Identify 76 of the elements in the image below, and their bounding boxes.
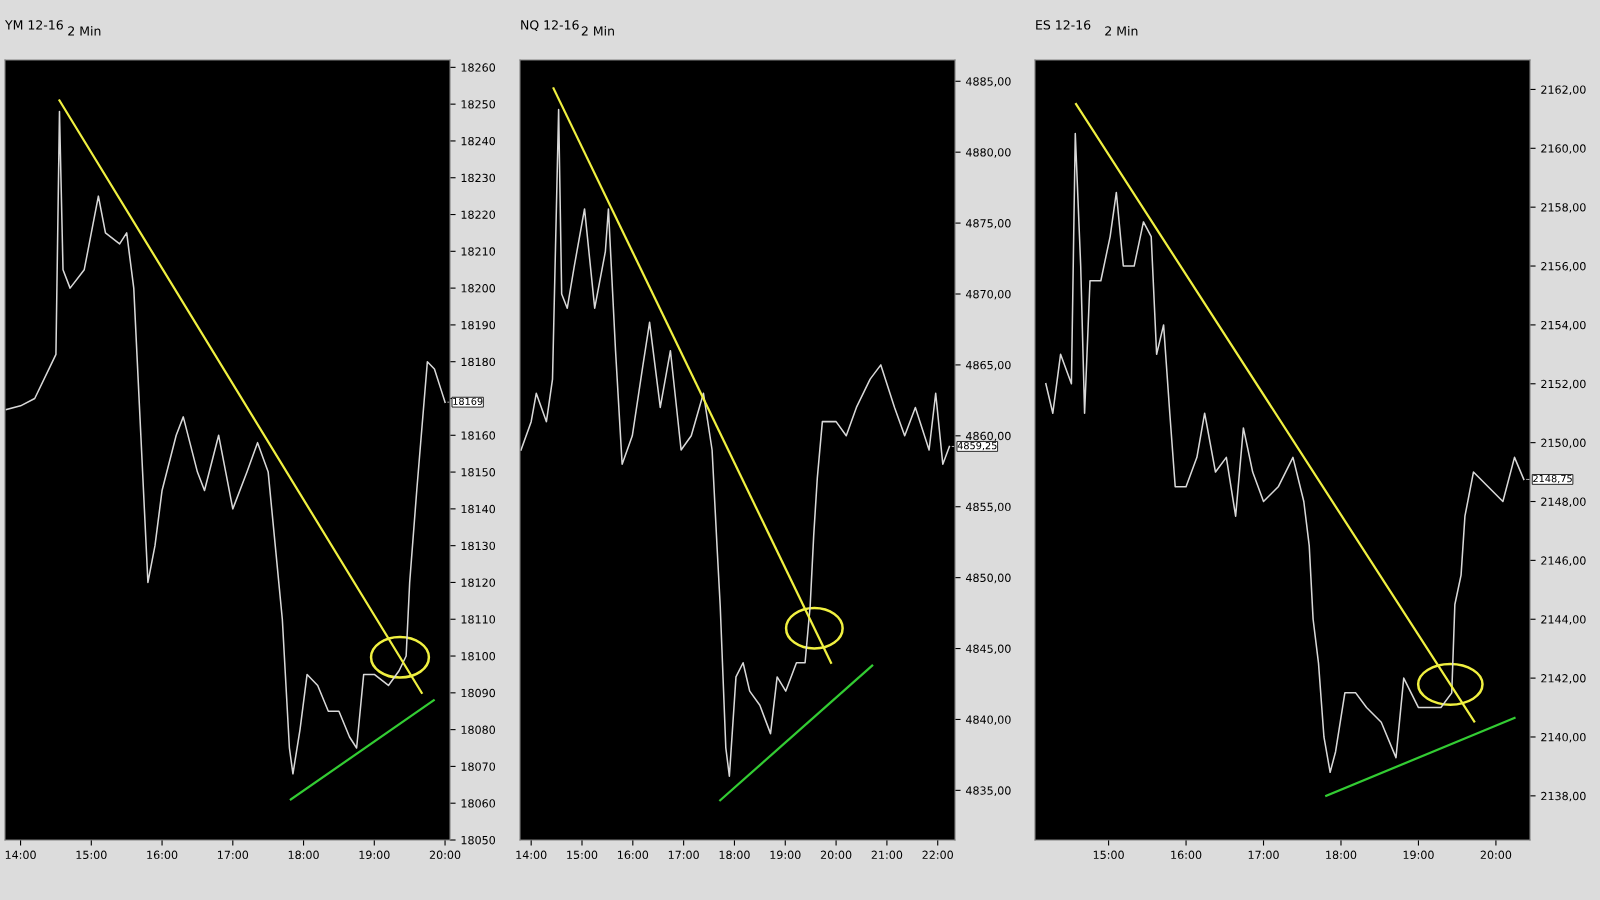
y-tick-label: 18260 — [461, 63, 496, 72]
x-tick-label: 14:00 — [516, 850, 547, 860]
y-tick-label: 18180 — [461, 357, 496, 367]
y-tick-label: 18150 — [461, 468, 496, 477]
chart-subtitle: 2 Min — [68, 26, 101, 36]
y-tick-label: 4850,00 — [965, 573, 1011, 584]
y-tick-label: 2150,00 — [1541, 438, 1586, 449]
x-tick-label: 18:00 — [719, 850, 750, 860]
y-tick-label: 2142,00 — [1541, 674, 1586, 684]
y-tick-label: 4840,00 — [965, 715, 1011, 725]
y-tick-label: 18160 — [461, 431, 496, 440]
y-tick-label: 4870,00 — [965, 289, 1011, 300]
annotation: 18169 — [453, 397, 483, 405]
x-tick-label: 20:00 — [820, 850, 852, 860]
y-tick-label: 18140 — [461, 504, 496, 514]
y-tick-label: 4880,00 — [965, 148, 1011, 158]
x-tick-label: 16:00 — [1171, 850, 1202, 860]
y-tick-label: 2162,00 — [1541, 85, 1586, 95]
y-tick-label: 18240 — [461, 136, 496, 146]
y-tick-label: 2138,00 — [1541, 791, 1586, 802]
chart-title: NQ 12-16 — [521, 20, 579, 32]
chart-title: ES 12-16 — [1036, 20, 1091, 30]
y-tick-label: 18250 — [461, 100, 496, 109]
x-tick-label: 14:00 — [5, 850, 36, 860]
y-tick-label: 2154,00 — [1541, 320, 1586, 331]
x-tick-label: 19:00 — [1403, 850, 1434, 860]
x-tick-label: 15:00 — [1093, 850, 1124, 860]
x-tick-label: 16:00 — [147, 850, 178, 860]
y-tick-label: 18220 — [461, 210, 496, 219]
x-tick-label: 17:00 — [668, 850, 699, 860]
y-tick-label: 18050 — [461, 835, 496, 845]
annotation: 2148,75 — [1533, 474, 1572, 484]
x-tick-label: 19:00 — [359, 850, 390, 860]
x-tick-label: 17:00 — [1248, 850, 1279, 860]
y-tick-label: 18110 — [461, 615, 496, 624]
x-tick-label: 18:00 — [288, 850, 319, 860]
y-tick-label: 18080 — [461, 725, 496, 734]
y-tick-label: 18100 — [461, 652, 496, 661]
chart-subtitle: 2 Min — [581, 26, 614, 36]
y-tick-label: 4855,00 — [965, 502, 1011, 513]
y-tick-label: 2152,00 — [1541, 379, 1586, 390]
y-tick-label: 4845,00 — [965, 644, 1011, 655]
x-tick-label: 21:00 — [871, 850, 903, 860]
y-tick-label: 18200 — [461, 284, 496, 293]
y-tick-label: 18060 — [461, 799, 496, 808]
y-tick-label: 18230 — [461, 173, 496, 183]
y-tick-label: 2144,00 — [1541, 615, 1586, 625]
y-tick-label: 4860,00 — [965, 431, 1011, 442]
x-tick-label: 20:00 — [429, 850, 461, 860]
x-tick-label: 22:00 — [922, 850, 953, 860]
y-tick-label: 2148,00 — [1541, 497, 1586, 508]
chart-title: YM 12-16 — [4, 20, 63, 30]
y-tick-label: 18190 — [461, 320, 496, 330]
x-tick-label: 20:00 — [1480, 850, 1512, 860]
y-tick-label: 2156,00 — [1541, 262, 1586, 272]
annotation: 4859,25 — [957, 441, 997, 451]
y-tick-label: 4835,00 — [965, 786, 1011, 796]
y-tick-label: 4865,00 — [965, 360, 1011, 371]
y-tick-label: 4885,00 — [965, 77, 1011, 87]
chart-subtitle: 2 Min — [1105, 26, 1138, 36]
y-tick-label: 2140,00 — [1541, 732, 1586, 743]
y-tick-label: 2160,00 — [1541, 144, 1586, 154]
y-tick-label: 18130 — [461, 541, 496, 551]
y-tick-label: 18090 — [461, 688, 496, 698]
y-tick-label: 4875,00 — [965, 219, 1011, 229]
y-tick-label: 2158,00 — [1541, 203, 1586, 213]
y-tick-label: 18210 — [461, 247, 496, 256]
x-tick-label: 17:00 — [218, 850, 249, 860]
y-tick-label: 18120 — [461, 578, 496, 587]
x-tick-label: 18:00 — [1326, 850, 1357, 860]
y-tick-label: 2146,00 — [1541, 556, 1586, 566]
y-tick-label: 18070 — [461, 762, 496, 771]
x-tick-label: 15:00 — [76, 850, 107, 860]
x-tick-label: 19:00 — [770, 850, 801, 860]
x-tick-label: 15:00 — [567, 850, 598, 860]
x-tick-label: 16:00 — [618, 850, 649, 860]
